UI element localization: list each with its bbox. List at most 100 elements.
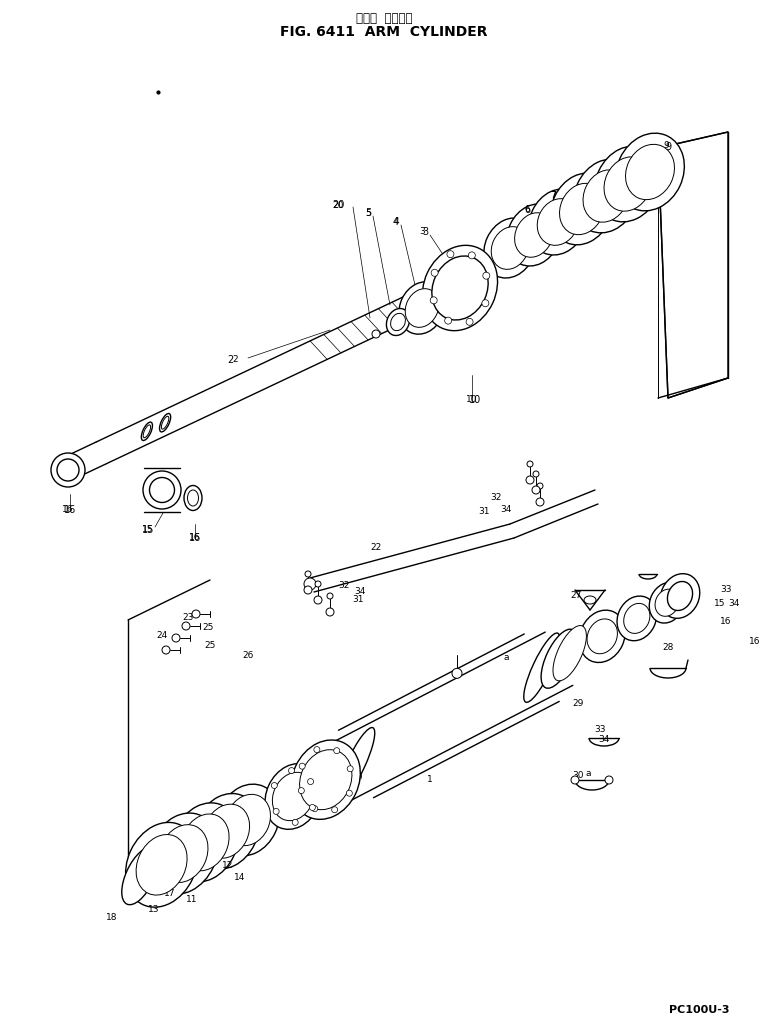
Circle shape <box>309 805 315 811</box>
Ellipse shape <box>51 453 85 487</box>
Ellipse shape <box>149 477 175 502</box>
Text: a: a <box>585 770 591 779</box>
Text: 18: 18 <box>106 914 118 923</box>
Ellipse shape <box>143 471 181 509</box>
Circle shape <box>271 782 278 788</box>
Text: 28: 28 <box>662 643 674 652</box>
Ellipse shape <box>136 835 187 895</box>
Text: 2: 2 <box>227 355 233 365</box>
Text: 33: 33 <box>594 725 606 735</box>
Circle shape <box>305 571 311 577</box>
Ellipse shape <box>217 784 279 856</box>
Ellipse shape <box>171 803 238 882</box>
Text: 16: 16 <box>64 505 76 514</box>
Text: 16: 16 <box>62 505 74 514</box>
Ellipse shape <box>655 590 679 616</box>
Ellipse shape <box>399 282 445 334</box>
Text: 16: 16 <box>721 617 732 627</box>
Ellipse shape <box>616 133 684 211</box>
Polygon shape <box>658 132 728 398</box>
Circle shape <box>571 776 579 784</box>
Ellipse shape <box>484 218 536 278</box>
Ellipse shape <box>125 822 198 908</box>
Ellipse shape <box>584 596 596 604</box>
Text: 9: 9 <box>665 142 671 152</box>
Ellipse shape <box>122 847 158 904</box>
Text: 19: 19 <box>352 774 364 782</box>
Text: 10: 10 <box>469 395 481 405</box>
Circle shape <box>298 787 305 793</box>
Circle shape <box>331 807 338 813</box>
Ellipse shape <box>553 626 587 681</box>
Circle shape <box>304 578 316 590</box>
Text: 30: 30 <box>572 771 584 780</box>
Circle shape <box>304 586 312 594</box>
Text: 31: 31 <box>352 596 364 604</box>
Text: 15: 15 <box>142 526 154 534</box>
Ellipse shape <box>579 610 625 663</box>
Text: 17: 17 <box>165 888 176 897</box>
Ellipse shape <box>405 289 439 327</box>
Text: 8: 8 <box>654 149 660 158</box>
Circle shape <box>182 622 190 630</box>
Ellipse shape <box>300 750 352 810</box>
Text: 20: 20 <box>332 201 344 210</box>
Text: PC100U-3: PC100U-3 <box>670 1005 730 1015</box>
Text: 7: 7 <box>550 191 556 201</box>
Circle shape <box>346 790 352 796</box>
Text: 9: 9 <box>663 141 669 149</box>
Text: 34: 34 <box>501 505 511 514</box>
Circle shape <box>533 471 539 477</box>
Text: 15: 15 <box>714 600 726 608</box>
Ellipse shape <box>194 793 259 868</box>
Ellipse shape <box>181 814 229 871</box>
Text: 14: 14 <box>235 874 245 883</box>
Ellipse shape <box>514 213 554 257</box>
Text: 6: 6 <box>524 205 530 215</box>
Text: 25: 25 <box>202 624 214 633</box>
Circle shape <box>314 596 322 604</box>
Ellipse shape <box>594 146 661 222</box>
Ellipse shape <box>203 805 250 858</box>
Circle shape <box>536 498 544 506</box>
Text: 8: 8 <box>632 162 638 172</box>
Circle shape <box>292 819 298 825</box>
Text: 3: 3 <box>422 227 428 237</box>
Ellipse shape <box>667 581 693 610</box>
Text: アーム  シリンダ: アーム シリンダ <box>356 11 412 25</box>
Circle shape <box>162 646 170 654</box>
Text: 10: 10 <box>466 395 478 404</box>
Text: 16: 16 <box>189 533 201 543</box>
Text: 7: 7 <box>550 191 556 201</box>
Circle shape <box>308 779 314 784</box>
Ellipse shape <box>491 226 529 270</box>
Text: 16: 16 <box>749 638 761 646</box>
Text: 1: 1 <box>427 776 433 784</box>
Text: 26: 26 <box>242 651 254 661</box>
Ellipse shape <box>338 728 375 801</box>
Text: 34: 34 <box>598 736 610 745</box>
Ellipse shape <box>617 596 657 641</box>
Text: 9A: 9A <box>608 175 621 185</box>
Text: 32: 32 <box>491 494 501 502</box>
Text: 23: 23 <box>182 613 194 623</box>
Text: 13: 13 <box>148 906 160 915</box>
Text: 21: 21 <box>315 787 326 796</box>
Text: 3: 3 <box>419 227 425 237</box>
Ellipse shape <box>551 173 614 245</box>
Ellipse shape <box>272 773 315 821</box>
Text: 25: 25 <box>205 641 215 650</box>
Text: 5: 5 <box>365 209 371 217</box>
Text: 34: 34 <box>355 588 366 597</box>
Text: 33: 33 <box>721 586 732 595</box>
Circle shape <box>483 273 490 279</box>
Circle shape <box>447 251 454 257</box>
Text: 32: 32 <box>338 581 350 591</box>
Text: a: a <box>503 653 509 663</box>
Text: 9A: 9A <box>605 174 617 182</box>
Circle shape <box>431 270 438 276</box>
Ellipse shape <box>538 199 579 245</box>
Ellipse shape <box>507 204 561 267</box>
Ellipse shape <box>158 824 208 883</box>
Text: 34: 34 <box>728 600 740 608</box>
